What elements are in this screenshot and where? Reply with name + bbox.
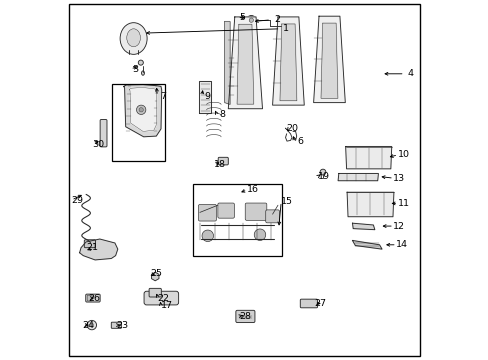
Ellipse shape bbox=[141, 71, 144, 75]
Text: 10: 10 bbox=[397, 150, 409, 159]
Text: 17: 17 bbox=[161, 302, 172, 310]
Text: 27: 27 bbox=[313, 299, 325, 308]
FancyBboxPatch shape bbox=[149, 288, 161, 297]
Polygon shape bbox=[346, 192, 393, 217]
Circle shape bbox=[90, 323, 94, 327]
FancyBboxPatch shape bbox=[85, 294, 100, 302]
Circle shape bbox=[139, 108, 143, 112]
Polygon shape bbox=[337, 174, 378, 181]
FancyBboxPatch shape bbox=[198, 204, 216, 221]
Circle shape bbox=[87, 320, 96, 330]
Polygon shape bbox=[280, 24, 296, 101]
Ellipse shape bbox=[120, 23, 147, 54]
Text: 15: 15 bbox=[281, 197, 292, 206]
Polygon shape bbox=[129, 87, 156, 131]
Text: 9: 9 bbox=[204, 92, 210, 101]
Text: 21: 21 bbox=[86, 243, 99, 252]
Polygon shape bbox=[224, 22, 230, 104]
Text: 3: 3 bbox=[132, 65, 139, 74]
Text: 29: 29 bbox=[71, 196, 83, 204]
Text: 23: 23 bbox=[117, 321, 129, 330]
FancyBboxPatch shape bbox=[265, 210, 279, 223]
Polygon shape bbox=[228, 17, 262, 109]
Polygon shape bbox=[199, 81, 211, 113]
Text: 11: 11 bbox=[397, 199, 409, 208]
Text: 12: 12 bbox=[392, 222, 405, 231]
Circle shape bbox=[138, 60, 143, 65]
FancyBboxPatch shape bbox=[235, 310, 254, 323]
FancyBboxPatch shape bbox=[87, 295, 92, 301]
Bar bbox=[193, 184, 281, 256]
Text: 25: 25 bbox=[150, 269, 162, 278]
Bar bbox=[112, 84, 165, 161]
Text: 1: 1 bbox=[283, 24, 288, 33]
Polygon shape bbox=[123, 85, 162, 137]
Text: 28: 28 bbox=[239, 312, 251, 321]
Text: 7: 7 bbox=[160, 92, 166, 101]
Text: 8: 8 bbox=[219, 110, 225, 119]
FancyBboxPatch shape bbox=[244, 203, 266, 220]
Text: 5: 5 bbox=[239, 13, 245, 22]
FancyBboxPatch shape bbox=[218, 203, 234, 218]
Polygon shape bbox=[272, 17, 304, 105]
Circle shape bbox=[136, 105, 145, 114]
Text: 16: 16 bbox=[246, 185, 259, 194]
Polygon shape bbox=[320, 23, 337, 98]
Text: 4: 4 bbox=[407, 69, 412, 78]
FancyBboxPatch shape bbox=[84, 240, 95, 248]
Text: 6: 6 bbox=[297, 137, 303, 146]
Circle shape bbox=[202, 230, 213, 242]
Text: 30: 30 bbox=[92, 140, 104, 149]
Text: 19: 19 bbox=[317, 172, 329, 181]
Circle shape bbox=[320, 169, 325, 175]
Circle shape bbox=[246, 15, 256, 25]
Polygon shape bbox=[80, 239, 118, 260]
Polygon shape bbox=[352, 223, 374, 230]
Text: 13: 13 bbox=[392, 174, 405, 183]
Text: 20: 20 bbox=[286, 124, 298, 133]
Text: 2: 2 bbox=[273, 15, 279, 24]
Polygon shape bbox=[313, 16, 345, 103]
Polygon shape bbox=[352, 240, 381, 249]
Text: 26: 26 bbox=[88, 294, 101, 302]
Text: 24: 24 bbox=[82, 321, 94, 330]
Text: 18: 18 bbox=[214, 161, 225, 170]
FancyBboxPatch shape bbox=[144, 291, 178, 305]
Polygon shape bbox=[237, 24, 253, 104]
FancyBboxPatch shape bbox=[218, 157, 228, 165]
Text: 14: 14 bbox=[395, 240, 407, 249]
Circle shape bbox=[249, 18, 253, 22]
FancyBboxPatch shape bbox=[300, 299, 317, 308]
FancyBboxPatch shape bbox=[111, 322, 121, 328]
Ellipse shape bbox=[126, 29, 140, 47]
FancyBboxPatch shape bbox=[100, 120, 107, 147]
Circle shape bbox=[254, 229, 265, 240]
Text: 22: 22 bbox=[157, 294, 169, 302]
Polygon shape bbox=[345, 147, 391, 169]
